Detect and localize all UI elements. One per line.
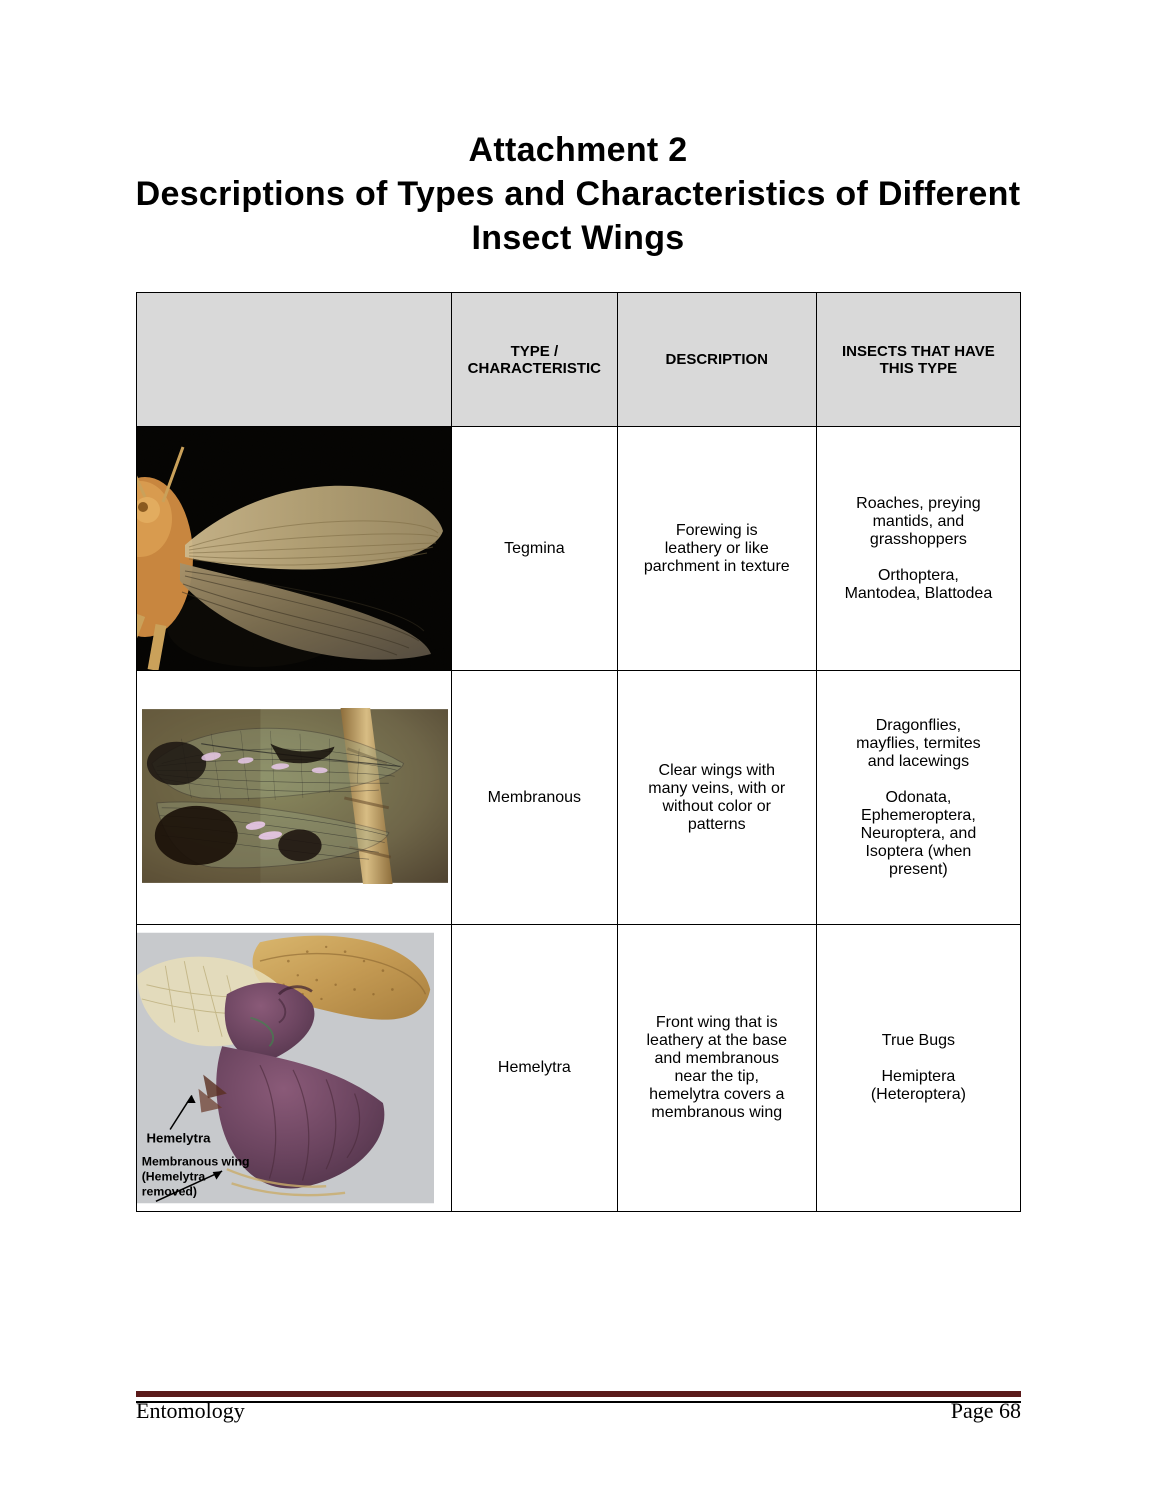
svg-text:Hemelytra: Hemelytra <box>146 1131 211 1146</box>
svg-text:removed): removed) <box>142 1185 197 1199</box>
svg-text:Membranous wing: Membranous wing <box>142 1154 250 1168</box>
svg-text:(Hemelytra: (Hemelytra <box>142 1170 206 1184</box>
